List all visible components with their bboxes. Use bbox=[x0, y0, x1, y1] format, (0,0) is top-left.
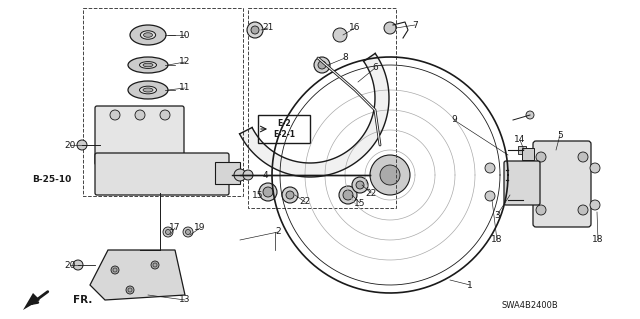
Circle shape bbox=[243, 170, 253, 180]
FancyBboxPatch shape bbox=[95, 153, 229, 195]
Circle shape bbox=[163, 227, 173, 237]
Text: 22: 22 bbox=[365, 189, 376, 197]
Text: 4: 4 bbox=[262, 170, 268, 180]
Circle shape bbox=[77, 140, 87, 150]
Circle shape bbox=[160, 110, 170, 120]
Text: 5: 5 bbox=[557, 130, 563, 139]
Text: 21: 21 bbox=[262, 24, 274, 33]
Circle shape bbox=[380, 165, 400, 185]
Circle shape bbox=[526, 111, 534, 119]
Text: 7: 7 bbox=[412, 20, 418, 29]
Text: B-25-10: B-25-10 bbox=[32, 175, 71, 184]
Text: 18: 18 bbox=[492, 235, 503, 244]
Circle shape bbox=[73, 260, 83, 270]
Circle shape bbox=[318, 61, 326, 69]
Circle shape bbox=[247, 22, 263, 38]
Circle shape bbox=[286, 191, 294, 199]
Circle shape bbox=[370, 155, 410, 195]
Text: SWA4B2400B: SWA4B2400B bbox=[502, 300, 558, 309]
Circle shape bbox=[153, 263, 157, 267]
Bar bbox=[248, 8, 396, 208]
Circle shape bbox=[578, 152, 588, 162]
Ellipse shape bbox=[140, 86, 157, 94]
Circle shape bbox=[339, 186, 357, 204]
Circle shape bbox=[166, 229, 170, 234]
Circle shape bbox=[111, 266, 119, 274]
Circle shape bbox=[314, 57, 330, 73]
Text: 10: 10 bbox=[179, 31, 191, 40]
Text: 19: 19 bbox=[195, 224, 205, 233]
Circle shape bbox=[590, 163, 600, 173]
Text: 6: 6 bbox=[372, 63, 378, 72]
Circle shape bbox=[590, 200, 600, 210]
Circle shape bbox=[126, 286, 134, 294]
Bar bbox=[518, 196, 526, 204]
Text: 20: 20 bbox=[64, 261, 76, 270]
Circle shape bbox=[113, 268, 117, 272]
Text: 15: 15 bbox=[355, 198, 365, 207]
Circle shape bbox=[485, 163, 495, 173]
Text: 1: 1 bbox=[467, 280, 473, 290]
Text: 18: 18 bbox=[592, 235, 604, 244]
Circle shape bbox=[356, 181, 364, 189]
Text: E-2
E-2-1: E-2 E-2-1 bbox=[273, 119, 295, 139]
Text: 11: 11 bbox=[179, 84, 191, 93]
Text: FR.: FR. bbox=[73, 295, 92, 305]
Circle shape bbox=[263, 187, 273, 197]
FancyBboxPatch shape bbox=[95, 106, 184, 165]
Text: 17: 17 bbox=[169, 224, 180, 233]
Ellipse shape bbox=[143, 63, 153, 67]
Text: 14: 14 bbox=[515, 136, 525, 145]
Circle shape bbox=[333, 28, 347, 42]
Circle shape bbox=[352, 177, 368, 193]
Ellipse shape bbox=[143, 88, 153, 92]
Circle shape bbox=[578, 205, 588, 215]
Circle shape bbox=[151, 261, 159, 269]
Ellipse shape bbox=[143, 33, 152, 37]
Circle shape bbox=[259, 183, 277, 201]
Text: 15: 15 bbox=[252, 190, 264, 199]
Ellipse shape bbox=[128, 81, 168, 99]
Ellipse shape bbox=[130, 25, 166, 45]
Text: 3: 3 bbox=[494, 211, 500, 219]
Bar bbox=[215, 162, 240, 184]
Circle shape bbox=[485, 191, 495, 201]
Circle shape bbox=[282, 187, 298, 203]
Bar bbox=[83, 8, 243, 196]
Text: 9: 9 bbox=[451, 115, 457, 124]
Circle shape bbox=[234, 169, 246, 181]
Text: 13: 13 bbox=[179, 295, 191, 305]
Text: 16: 16 bbox=[349, 24, 361, 33]
Bar bbox=[258, 115, 310, 143]
Circle shape bbox=[183, 227, 193, 237]
Text: 22: 22 bbox=[300, 197, 310, 206]
Text: 12: 12 bbox=[179, 57, 191, 66]
Bar bbox=[518, 146, 526, 154]
Circle shape bbox=[128, 288, 132, 292]
Polygon shape bbox=[239, 53, 389, 177]
Polygon shape bbox=[23, 293, 40, 310]
Text: 20: 20 bbox=[64, 140, 76, 150]
Text: 8: 8 bbox=[342, 54, 348, 63]
Ellipse shape bbox=[128, 57, 168, 73]
Polygon shape bbox=[90, 250, 185, 300]
Circle shape bbox=[186, 229, 191, 234]
Circle shape bbox=[343, 190, 353, 200]
FancyBboxPatch shape bbox=[504, 161, 540, 205]
Circle shape bbox=[135, 110, 145, 120]
Circle shape bbox=[110, 110, 120, 120]
Text: 2: 2 bbox=[275, 227, 281, 236]
FancyBboxPatch shape bbox=[533, 141, 591, 227]
Bar bbox=[522, 148, 534, 160]
Ellipse shape bbox=[140, 31, 156, 39]
Circle shape bbox=[384, 22, 396, 34]
Ellipse shape bbox=[140, 62, 157, 68]
Circle shape bbox=[536, 205, 546, 215]
Circle shape bbox=[251, 26, 259, 34]
Circle shape bbox=[536, 152, 546, 162]
